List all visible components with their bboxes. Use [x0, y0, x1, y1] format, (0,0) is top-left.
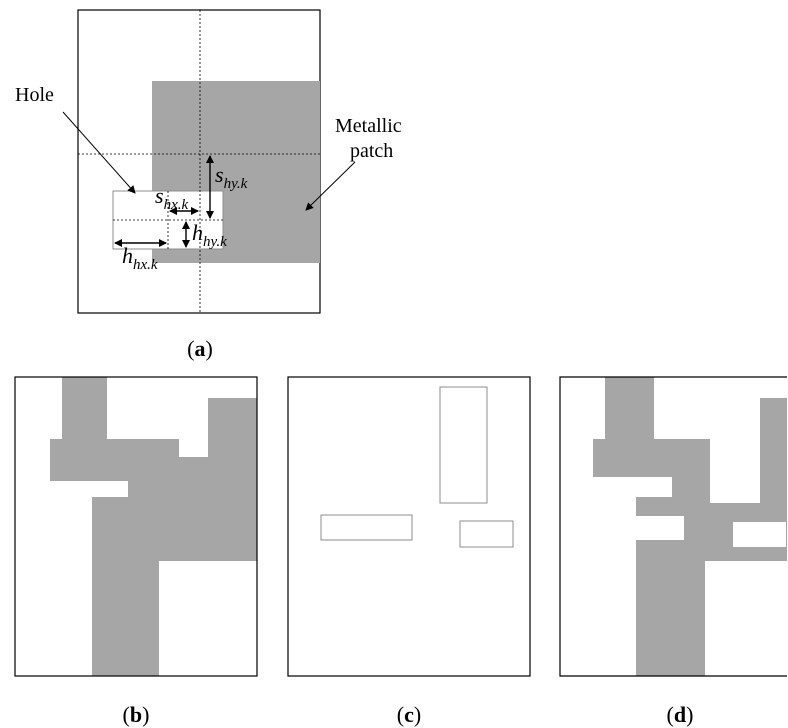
s-hy-base: s: [215, 162, 224, 187]
panel-d-hole-right: [733, 522, 786, 547]
panel-d: (d): [559, 376, 787, 727]
s-hy-sub: hy.k: [224, 176, 248, 192]
s-hx-sub: hx.k: [164, 197, 189, 213]
s-hy-label: shy.k: [215, 162, 248, 192]
panel-c-frame: [287, 376, 531, 677]
h-hy-label: hhy.k: [192, 220, 227, 250]
panel-c: (c): [287, 376, 531, 727]
h-hx-sub: hx.k: [133, 257, 158, 273]
panel-d-caption: (d): [667, 702, 694, 727]
panel-b-patch: [50, 377, 257, 676]
s-hx-base: s: [155, 183, 164, 208]
hole-label: Hole: [15, 84, 54, 106]
panel-d-hole-left: [636, 516, 684, 540]
h-hx-base: h: [122, 243, 133, 268]
panel-b: (b): [14, 376, 258, 727]
s-hx-label: shx.k: [155, 183, 188, 213]
panel-c-hole-vertical: [439, 386, 488, 504]
metallic-label-line2: patch: [350, 140, 393, 162]
panel-c-hole-right: [459, 520, 514, 548]
h-hx-label: hhx.k: [122, 243, 158, 273]
h-hy-base: h: [192, 220, 203, 245]
metallic-leader-arrow: [305, 161, 356, 211]
h-hy-sub: hy.k: [203, 234, 227, 250]
metallic-label-line1: Metallic: [335, 115, 402, 137]
panel-b-frame: [14, 376, 258, 677]
panel-b-caption: (b): [123, 702, 150, 727]
panel-a: Hole Metallic patch shy.k shx.k hhy.k hh…: [15, 9, 402, 361]
panel-a-caption: (a): [187, 336, 213, 361]
panel-d-patch: [593, 377, 787, 676]
hole-leader-arrow: [62, 111, 136, 194]
panel-d-frame: [559, 376, 787, 677]
panel-c-caption: (c): [397, 702, 421, 727]
panel-c-hole-left: [320, 514, 413, 541]
